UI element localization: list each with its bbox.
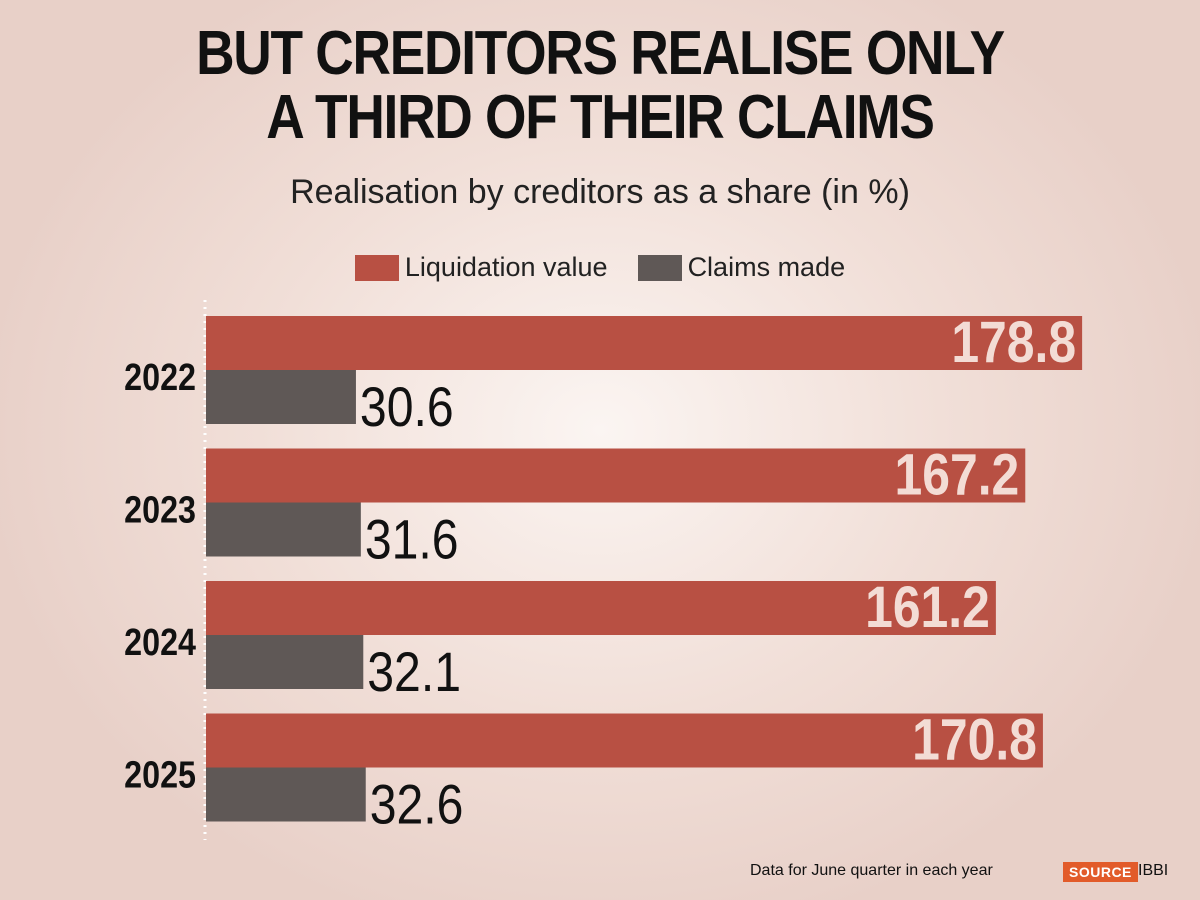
data-label-claims-2023: 31.6 xyxy=(365,509,459,571)
bar-liquidation-2024 xyxy=(206,581,996,635)
footer-note: Data for June quarter in each year xyxy=(750,862,993,879)
data-label-liquidation-2025: 170.8 xyxy=(912,708,1037,772)
data-label-claims-2025: 32.6 xyxy=(370,774,464,836)
legend-item-claims: Claims made xyxy=(637,252,846,283)
data-label-liquidation-2022: 178.8 xyxy=(951,311,1076,375)
chart-legend: Liquidation value Claims made xyxy=(0,252,1200,283)
bar-claims-2024 xyxy=(206,635,364,689)
chart-subtitle: Realisation by creditors as a share (in … xyxy=(290,173,910,211)
bar-liquidation-2023 xyxy=(206,448,1026,503)
data-label-claims-2022: 30.6 xyxy=(360,377,454,439)
bar-claims-2022 xyxy=(206,370,356,424)
source-value: IBBI xyxy=(1138,862,1169,879)
category-label-2024: 2024 xyxy=(124,622,196,664)
bar-claims-2025 xyxy=(206,767,366,822)
legend-swatch-liquidation xyxy=(354,254,399,281)
data-label-liquidation-2024: 161.2 xyxy=(865,576,990,640)
legend-swatch-claims xyxy=(637,254,682,281)
data-label-claims-2024: 32.1 xyxy=(367,642,461,704)
title-line-2: A THIRD OF THEIR CLAIMS xyxy=(266,83,935,152)
legend-label-liquidation: Liquidation value xyxy=(404,252,608,282)
data-label-liquidation-2023: 167.2 xyxy=(894,443,1019,507)
legend-label-claims: Claims made xyxy=(687,252,846,282)
bar-liquidation-2025 xyxy=(206,713,1043,768)
source-badge: SOURCE xyxy=(1063,862,1138,882)
bar-liquidation-2022 xyxy=(206,316,1083,370)
category-label-2023: 2023 xyxy=(124,489,196,531)
category-label-2025: 2025 xyxy=(124,754,196,796)
bar-claims-2023 xyxy=(206,502,361,557)
category-label-2022: 2022 xyxy=(124,357,196,399)
title-line-1: BUT CREDITORS REALISE ONLY xyxy=(196,19,1005,88)
chart-title: BUT CREDITORS REALISE ONLY A THIRD OF TH… xyxy=(84,22,1116,150)
legend-item-liquidation: Liquidation value xyxy=(354,252,608,283)
